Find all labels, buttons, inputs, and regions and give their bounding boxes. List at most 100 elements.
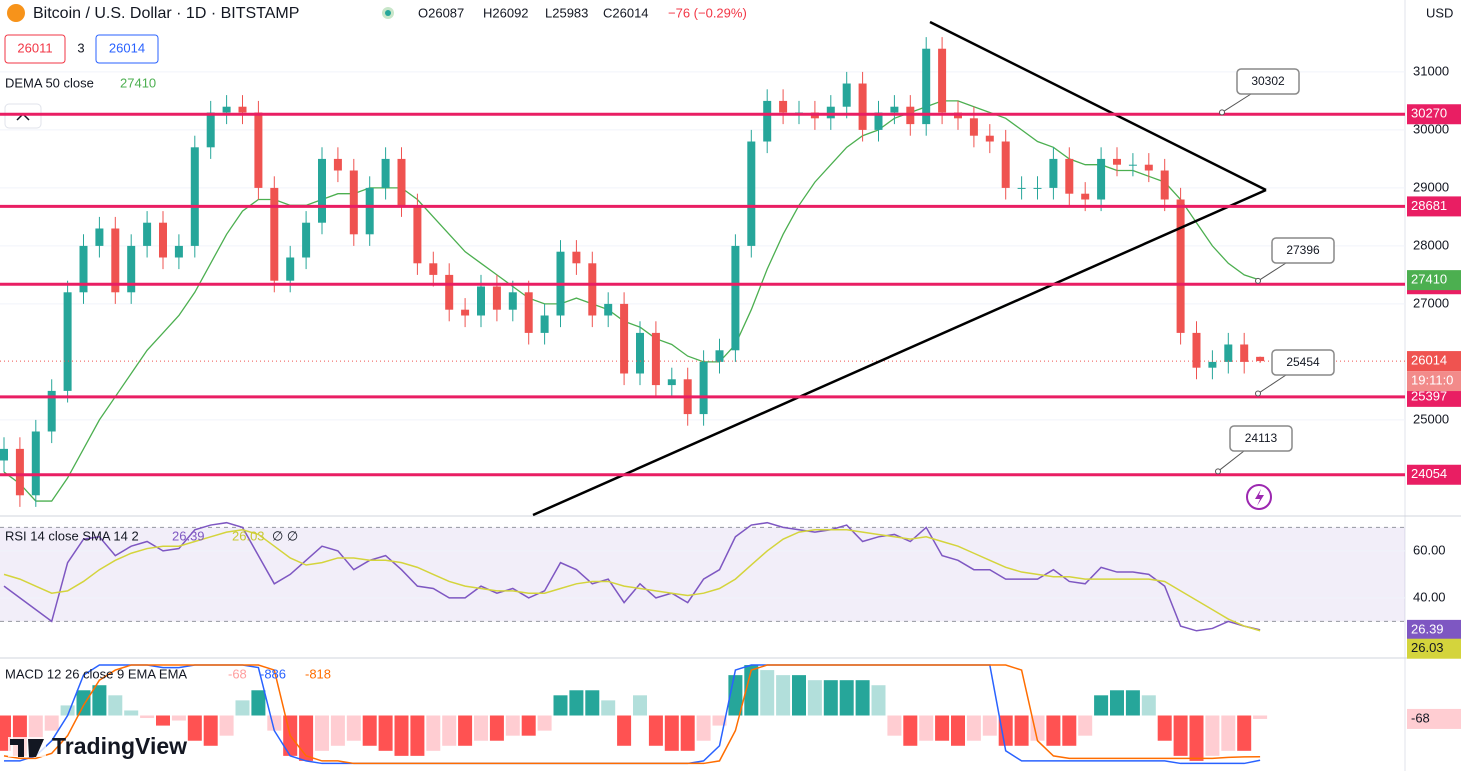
- callout-anchor: [1215, 468, 1221, 475]
- alert-icon[interactable]: [1246, 484, 1272, 510]
- candle-body: [127, 245, 136, 293]
- histogram-bar: [124, 710, 139, 716]
- histogram-bar: [871, 685, 886, 716]
- histogram-bar: [140, 715, 155, 719]
- histogram-bar: [315, 715, 329, 751]
- histogram-bar: [299, 715, 314, 761]
- countdown: 19:11:0: [1411, 373, 1453, 388]
- candle-body: [143, 222, 152, 246]
- histogram-bar: [76, 690, 91, 716]
- y-tick-label: 31000: [1413, 63, 1449, 78]
- histogram-bar: [855, 680, 870, 716]
- histogram-bar: [935, 715, 950, 741]
- line: [3, 664, 1261, 765]
- candle-body: [31, 431, 40, 496]
- candle-body: [540, 315, 549, 333]
- sell-button[interactable]: [4, 34, 66, 64]
- macd-signal-value: -818: [305, 666, 331, 681]
- histogram-bar: [203, 715, 218, 746]
- callout-box: [1271, 237, 1335, 264]
- y-tick-label: 60.00: [1413, 542, 1446, 557]
- histogram-bar: [982, 715, 997, 736]
- bid: 26011: [17, 40, 52, 55]
- candle-body: [429, 263, 438, 275]
- histogram-bar: [1110, 690, 1124, 716]
- last-price: 26014: [1411, 353, 1447, 368]
- series-tag: 26.03: [1411, 640, 1444, 655]
- candle-body: [1128, 164, 1137, 166]
- candle-body: [620, 303, 629, 374]
- histogram-bar: [489, 715, 504, 741]
- ohlc-close: C26014: [603, 5, 649, 20]
- histogram-bar: [108, 695, 123, 716]
- histogram-bar: [1205, 715, 1220, 756]
- candle-body: [1113, 158, 1121, 165]
- branding[interactable]: TradingView: [52, 733, 187, 759]
- level-label: 28681: [1411, 198, 1447, 213]
- candle-body: [206, 112, 215, 148]
- histogram-bar: [1253, 715, 1268, 719]
- candle-body: [397, 158, 406, 206]
- candle-body: [1192, 332, 1201, 368]
- level-label: 24054: [1411, 466, 1447, 481]
- candle-body: [286, 257, 295, 281]
- candle-body: [842, 83, 851, 107]
- histogram-bar: [998, 715, 1013, 746]
- candle-body: [79, 245, 88, 293]
- histogram-bar: [839, 680, 854, 716]
- candle-body: [1017, 187, 1026, 189]
- candle-body: [333, 158, 342, 171]
- indicator-tag: 27410: [1411, 272, 1447, 287]
- candle-body: [174, 245, 183, 258]
- macd-hist-value: -68: [228, 666, 247, 681]
- candle-body: [715, 350, 724, 362]
- histogram-bar: [410, 715, 425, 756]
- buy-button[interactable]: [95, 34, 159, 64]
- macd-value: -886: [260, 666, 286, 681]
- candle-body: [413, 205, 422, 264]
- histogram-bar: [760, 670, 775, 716]
- histogram-bar: [537, 715, 552, 731]
- symbol[interactable]: Bitcoin / U.S. Dollar · 1D · BITSTAMP: [33, 5, 299, 22]
- candle-body: [651, 332, 660, 386]
- candle-body: [95, 228, 104, 246]
- ohlc-open: O26087: [418, 5, 464, 20]
- series-tag-bg: [1407, 638, 1461, 659]
- line: [3, 521, 1261, 632]
- candle-body: [858, 83, 867, 130]
- histogram-bar: [346, 715, 361, 741]
- candle-body: [318, 158, 326, 223]
- histogram-bar: [156, 715, 170, 726]
- collapse-button[interactable]: [4, 103, 42, 129]
- callout-anchor: [1255, 277, 1261, 284]
- histogram-bar: [951, 715, 965, 746]
- histogram-bar: [1157, 715, 1172, 741]
- candle-body: [985, 135, 994, 142]
- y-tick-label: 29000: [1413, 179, 1449, 194]
- countdown-bg: [1407, 371, 1461, 392]
- y-tick-label: 27000: [1413, 295, 1449, 310]
- candle-body: [1081, 193, 1090, 200]
- histogram-bar: [378, 715, 393, 751]
- histogram-bar: [712, 715, 727, 726]
- plot-area: [0, 37, 1405, 765]
- histogram-bar: [585, 690, 600, 716]
- indicator-tag-bg: [1407, 270, 1461, 291]
- callout-pointer: [1221, 93, 1252, 113]
- callout-pointer: [1257, 374, 1287, 394]
- histogram-bar: [219, 715, 234, 736]
- level-label: 25397: [1411, 388, 1447, 403]
- trend-line: [532, 188, 1267, 517]
- histogram-bar: [394, 715, 409, 756]
- histogram-bar: [442, 715, 457, 746]
- histogram-bar: [823, 680, 838, 716]
- series-tag-bg: [1407, 619, 1461, 640]
- candle-body: [1160, 170, 1169, 200]
- histogram-tag-bg: [1407, 708, 1461, 729]
- line: [3, 100, 1261, 502]
- candle-body: [1033, 187, 1042, 189]
- candle-body: [938, 48, 947, 113]
- histogram-bar: [330, 715, 345, 746]
- histogram-bar: [362, 715, 377, 746]
